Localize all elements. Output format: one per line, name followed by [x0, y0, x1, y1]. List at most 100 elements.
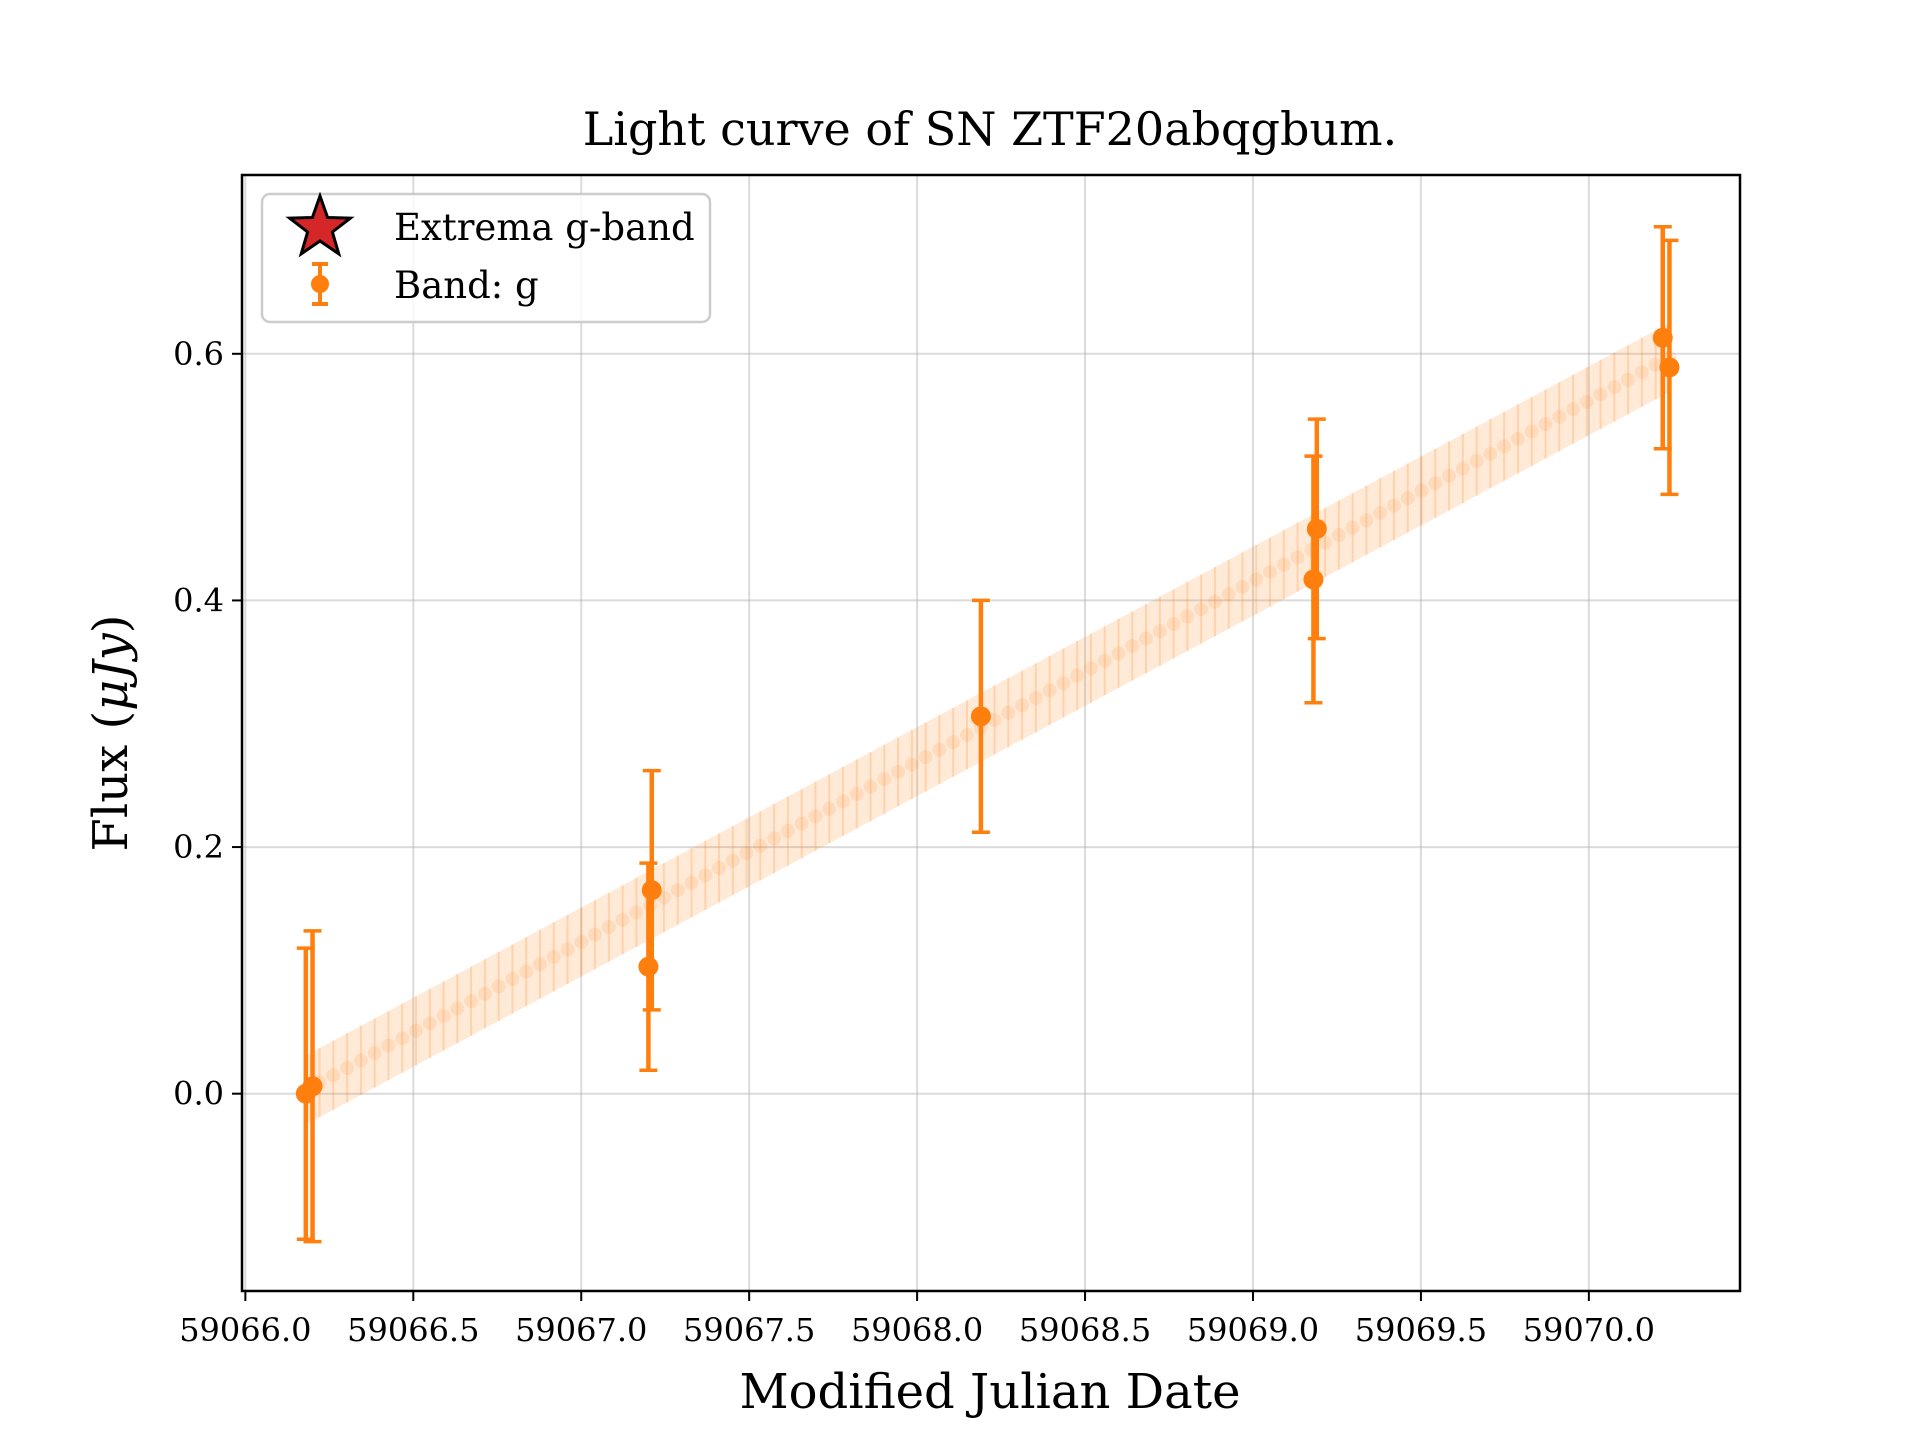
- x-axis-label: Modified Julian Date: [740, 1364, 1241, 1420]
- model-point: [409, 1023, 424, 1038]
- model-point: [505, 972, 520, 987]
- model-point: [546, 949, 561, 964]
- model-point: [1386, 498, 1401, 513]
- model-point: [1235, 579, 1250, 594]
- model-point: [1483, 446, 1498, 461]
- model-point: [863, 779, 878, 794]
- model-point: [1194, 602, 1209, 617]
- model-point: [1042, 683, 1057, 698]
- model-point: [1097, 653, 1112, 668]
- model-point: [1166, 616, 1181, 631]
- data-points: [295, 225, 1680, 1244]
- data-marker: [1659, 357, 1680, 378]
- model-point: [780, 824, 795, 839]
- model-point: [767, 831, 782, 846]
- y-tick-label: 0.2: [173, 828, 224, 866]
- model-point: [1318, 535, 1333, 550]
- model-point: [1056, 676, 1071, 691]
- model-point: [450, 1001, 465, 1016]
- model-point: [1469, 454, 1484, 469]
- y-axis: 0.0 0.2 0.4 0.6: [173, 335, 242, 1113]
- model-point: [436, 1009, 451, 1024]
- model-point: [340, 1060, 355, 1075]
- star-icon: [285, 191, 355, 258]
- model-point: [904, 757, 919, 772]
- model-point: [1648, 357, 1663, 372]
- x-tick-label: 59070.0: [1523, 1311, 1655, 1349]
- model-point: [1593, 387, 1608, 402]
- model-point: [1139, 631, 1154, 646]
- model-point: [918, 750, 933, 765]
- model-point: [615, 912, 630, 927]
- model-point: [1359, 513, 1374, 528]
- model-point: [519, 964, 534, 979]
- model-point: [629, 905, 644, 920]
- model-point: [1001, 705, 1016, 720]
- x-tick-label: 59069.0: [1187, 1311, 1319, 1349]
- model-point: [1400, 491, 1415, 506]
- data-point: [1303, 454, 1324, 705]
- model-point: [725, 853, 740, 868]
- model-point: [698, 868, 713, 883]
- model-point: [670, 883, 685, 898]
- data-marker: [970, 706, 991, 727]
- legend: Extrema g-band Band: g: [260, 191, 712, 324]
- x-tick-label: 59068.0: [851, 1311, 983, 1349]
- model-point: [1028, 690, 1043, 705]
- x-tick-label: 59066.0: [179, 1311, 311, 1349]
- model-point: [1579, 394, 1594, 409]
- model-point: [1083, 661, 1098, 676]
- data-marker: [641, 880, 662, 901]
- model-point: [1442, 468, 1457, 483]
- model-point: [959, 727, 974, 742]
- model-point: [491, 979, 506, 994]
- model-point: [1015, 698, 1030, 713]
- model-point: [1290, 550, 1305, 565]
- model-point: [1428, 476, 1443, 491]
- legend-label-extrema: Extrema g-band: [394, 206, 695, 249]
- model-point: [794, 816, 809, 831]
- errorbar-point-icon: [311, 262, 329, 306]
- model-point: [1180, 609, 1195, 624]
- x-tick-label: 59067.0: [515, 1311, 647, 1349]
- data-marker: [638, 956, 659, 977]
- model-point: [932, 742, 947, 757]
- model-point: [1345, 520, 1360, 535]
- data-point: [1306, 417, 1327, 641]
- model-point: [1621, 372, 1636, 387]
- model-point: [1249, 572, 1264, 587]
- model-point: [891, 764, 906, 779]
- x-tick-label: 59067.5: [683, 1311, 815, 1349]
- model-point: [601, 920, 616, 935]
- model-point: [1070, 668, 1085, 683]
- model-point: [946, 735, 961, 750]
- legend-label-band-g: Band: g: [394, 264, 539, 307]
- model-point: [1373, 505, 1388, 520]
- model-point: [532, 957, 547, 972]
- model-point: [1207, 594, 1222, 609]
- plot-frame: [240, 173, 1742, 1293]
- model-point: [1607, 380, 1622, 395]
- model-point: [422, 1016, 437, 1031]
- model-point: [1455, 461, 1470, 476]
- model-point: [1125, 639, 1140, 654]
- model-point: [849, 787, 864, 802]
- grid-lines: [242, 175, 1740, 1291]
- model-point: [395, 1031, 410, 1046]
- model-point: [712, 861, 727, 876]
- data-point: [641, 768, 662, 1012]
- data-marker: [1306, 518, 1327, 539]
- y-tick-label: 0.4: [173, 581, 224, 619]
- data-point: [302, 929, 323, 1244]
- model-point: [877, 772, 892, 787]
- x-axis: 59066.0 59066.5 59067.0 59067.5 59068.0 59068…: [179, 1291, 1655, 1349]
- model-point: [1634, 365, 1649, 380]
- model-point: [560, 942, 575, 957]
- y-tick-label: 0.6: [173, 335, 224, 373]
- model-point: [1510, 431, 1525, 446]
- x-tick-label: 59066.5: [347, 1311, 479, 1349]
- model-point: [808, 809, 823, 824]
- model-point: [822, 801, 837, 816]
- y-axis-label: Flux (μJy): [83, 615, 139, 852]
- model-point: [381, 1038, 396, 1053]
